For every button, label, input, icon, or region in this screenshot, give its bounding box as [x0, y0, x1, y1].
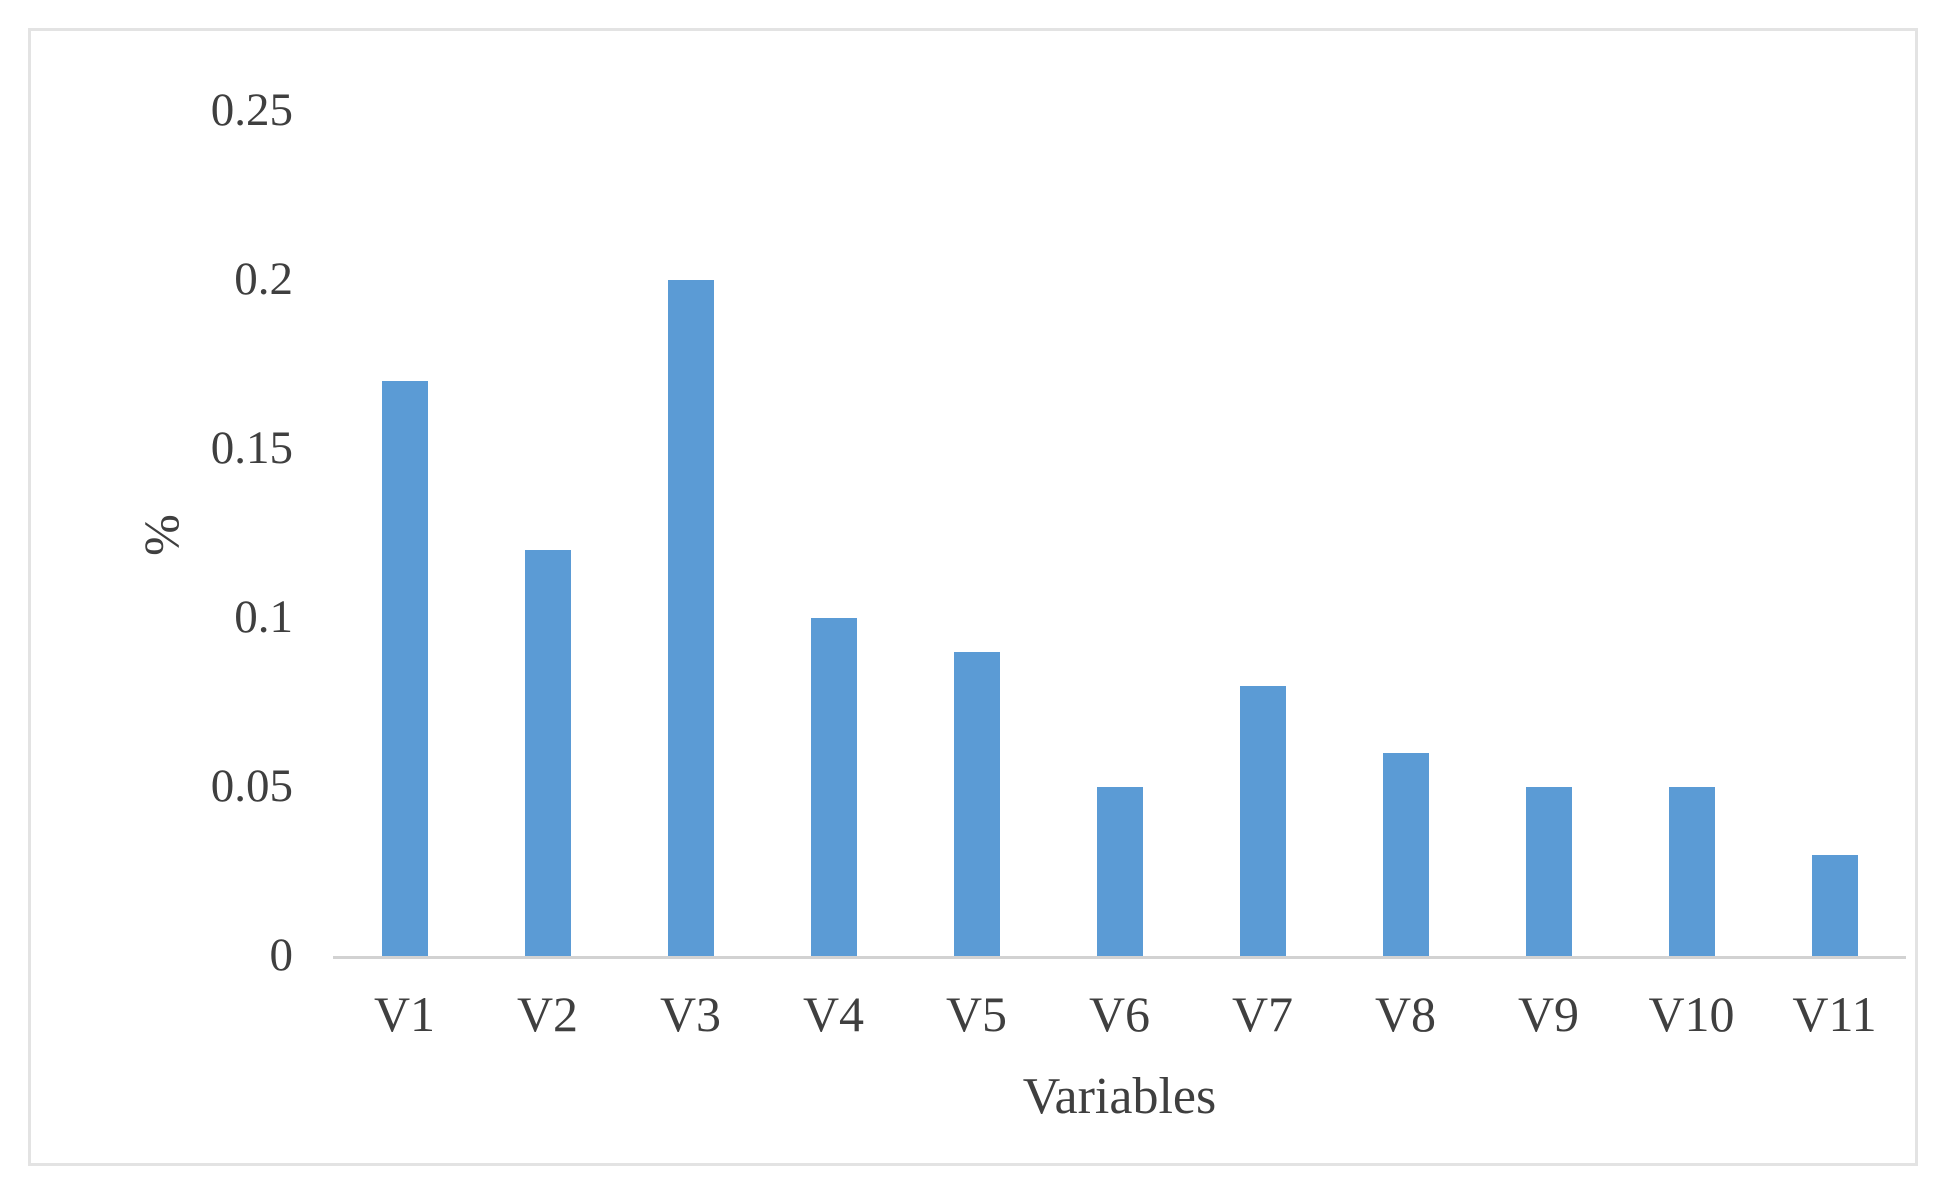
x-category-label-v8: V8: [1374, 986, 1437, 1042]
y-tick-label-0.15: 0.15: [210, 422, 293, 474]
bar-v3: [667, 280, 714, 956]
bar-v4: [810, 618, 857, 956]
bar-v9: [1525, 787, 1572, 956]
x-category-label-v10: V10: [1648, 986, 1735, 1042]
x-category-label-v3: V3: [659, 986, 722, 1042]
x-category-label-v2: V2: [516, 986, 579, 1042]
y-tick-label-0.1: 0.1: [234, 591, 293, 643]
x-category-label-v7: V7: [1231, 986, 1294, 1042]
x-category-label-v6: V6: [1088, 986, 1151, 1042]
bar-v6: [1096, 787, 1143, 956]
bar-v10: [1668, 787, 1715, 956]
bar-v8: [1382, 753, 1429, 956]
y-tick-label-0.2: 0.2: [234, 253, 293, 305]
bar-v5: [953, 652, 1000, 956]
y-tick-label-0: 0: [269, 929, 294, 981]
bar-v1: [381, 381, 428, 956]
bar-v2: [524, 550, 571, 956]
x-category-label-v5: V5: [945, 986, 1008, 1042]
x-category-label-v9: V9: [1517, 986, 1580, 1042]
bar-v7: [1239, 686, 1286, 956]
plot-area: [333, 111, 1906, 956]
chart-frame: % 0 0.05 0.1 0.15 0.2 0.25 V1 V2 V3 V4 V5 V6 V7 V8 V9…: [28, 28, 1918, 1166]
y-axis-title: %: [133, 514, 189, 556]
x-category-label-v11: V11: [1792, 986, 1877, 1042]
y-tick-label-0.05: 0.05: [210, 760, 293, 812]
x-axis-line: [333, 956, 1906, 959]
bar-v11: [1811, 855, 1858, 956]
y-tick-label-0.25: 0.25: [210, 84, 293, 136]
x-category-label-v1: V1: [373, 986, 436, 1042]
x-axis-title: Variables: [1022, 1068, 1217, 1125]
x-category-label-v4: V4: [802, 986, 865, 1042]
